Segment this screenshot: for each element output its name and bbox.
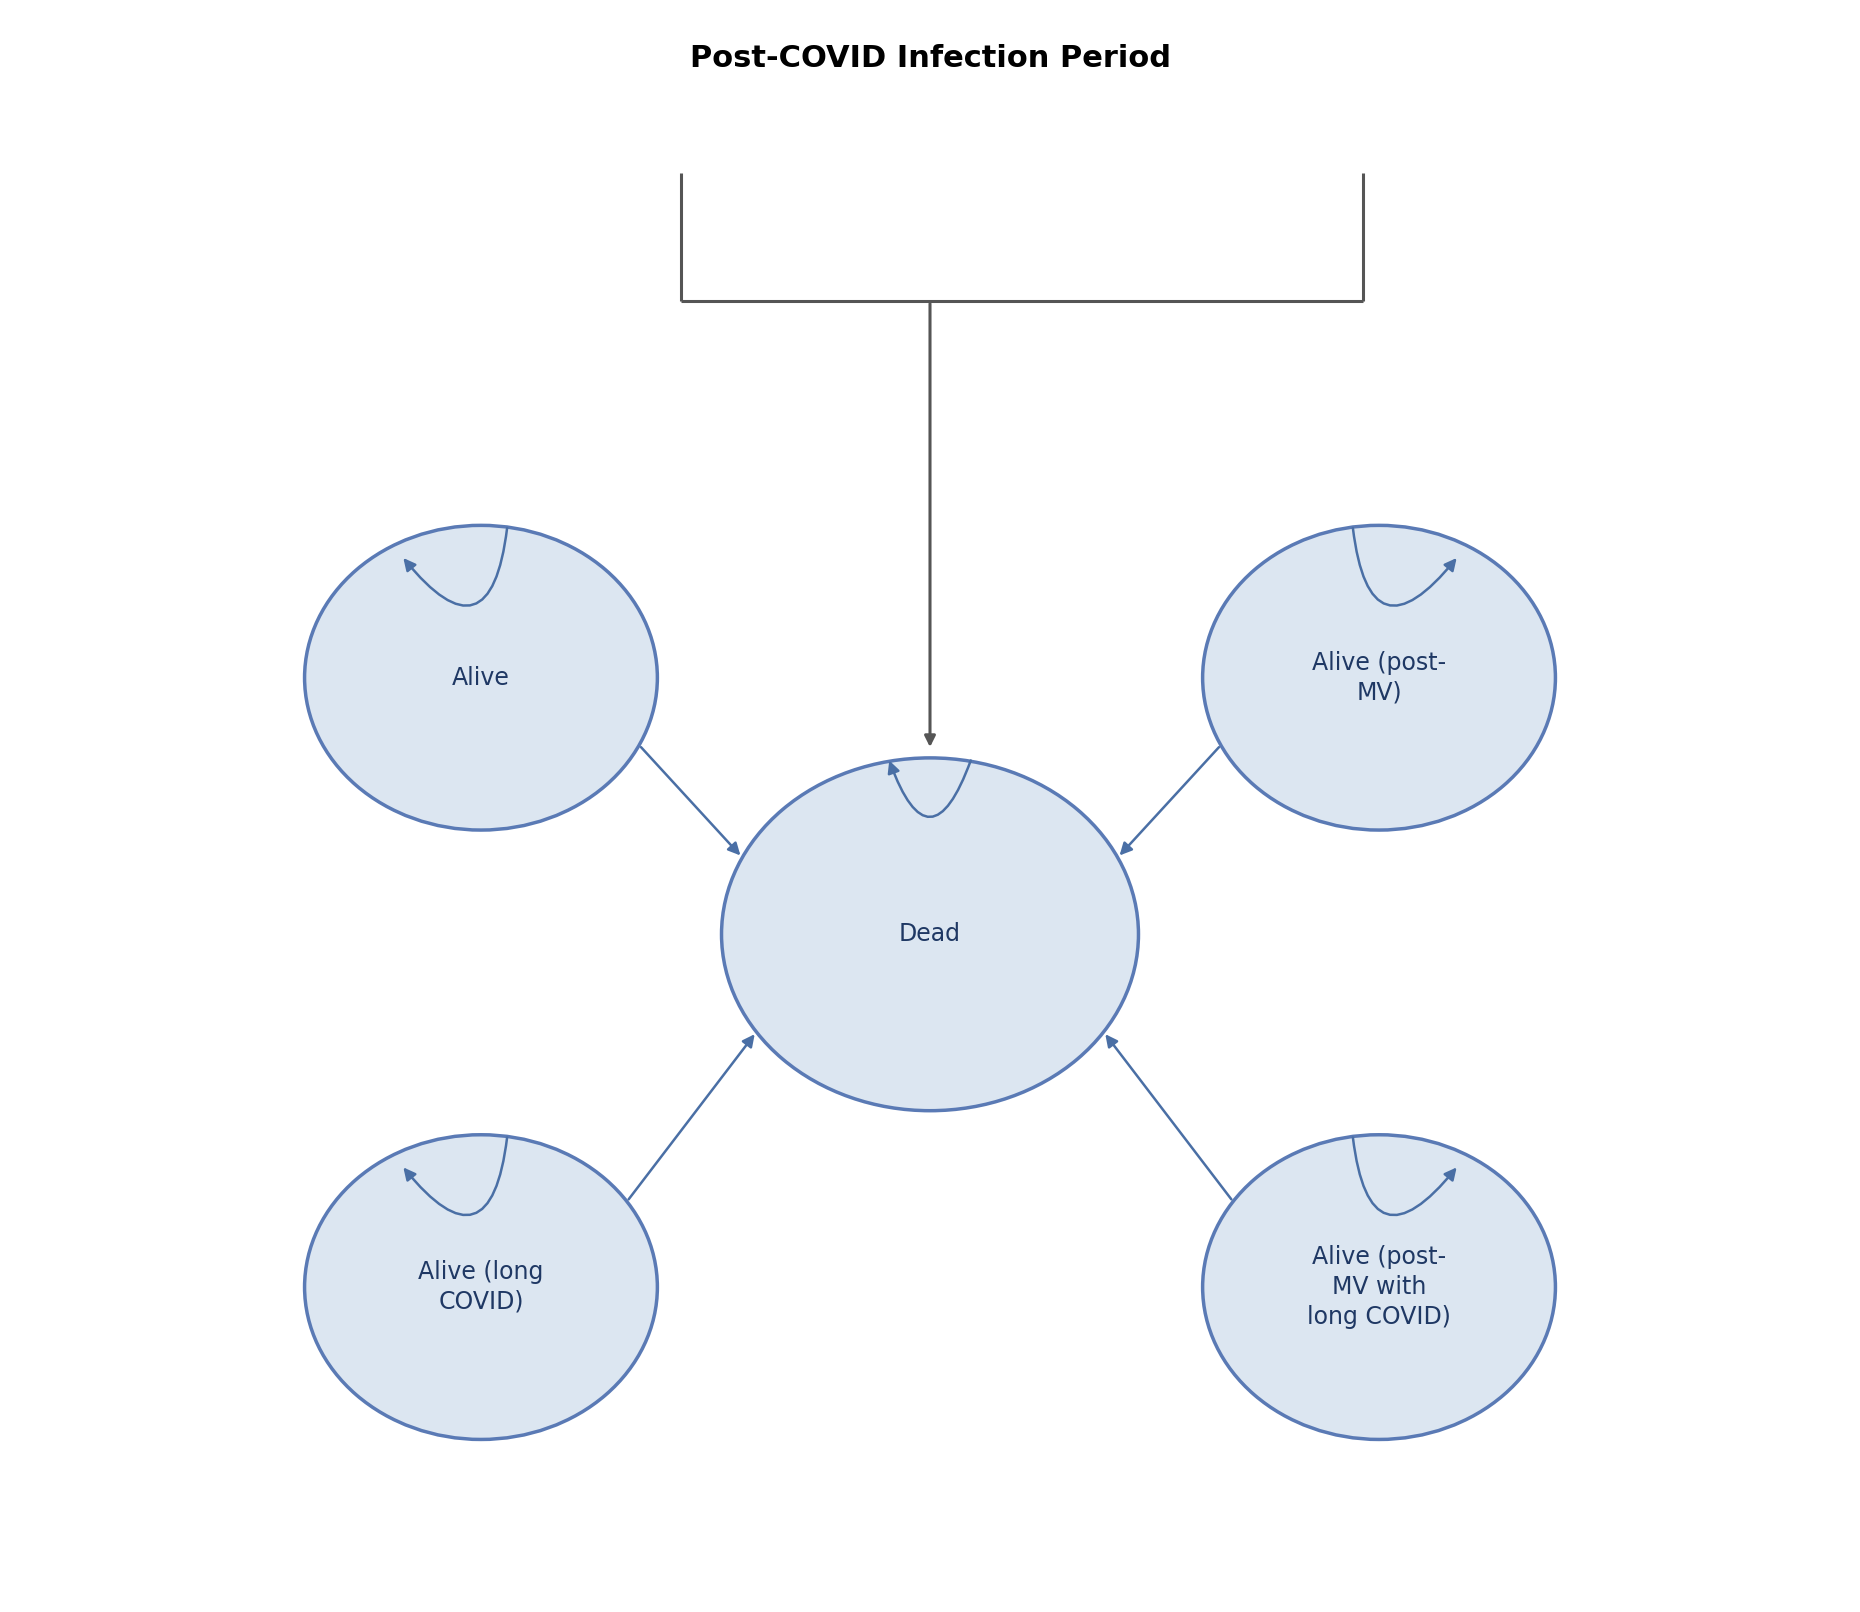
- Ellipse shape: [1203, 1135, 1555, 1440]
- Text: Alive (post-
MV with
long COVID): Alive (post- MV with long COVID): [1308, 1246, 1451, 1328]
- FancyArrowPatch shape: [889, 761, 971, 817]
- Ellipse shape: [305, 1135, 657, 1440]
- FancyArrowPatch shape: [405, 1138, 508, 1215]
- FancyArrowPatch shape: [1122, 748, 1218, 853]
- FancyArrowPatch shape: [642, 748, 738, 853]
- Text: Alive: Alive: [452, 666, 510, 690]
- Ellipse shape: [1203, 526, 1555, 830]
- Text: Dead: Dead: [898, 922, 962, 946]
- FancyArrowPatch shape: [1352, 529, 1455, 606]
- Text: Alive (post-
MV): Alive (post- MV): [1311, 651, 1445, 704]
- Text: Alive (long
COVID): Alive (long COVID): [418, 1261, 543, 1314]
- FancyArrowPatch shape: [629, 1037, 753, 1199]
- Text: Post-COVID Infection Period: Post-COVID Infection Period: [690, 44, 1170, 73]
- Ellipse shape: [305, 526, 657, 830]
- FancyArrowPatch shape: [1352, 1138, 1455, 1215]
- FancyArrowPatch shape: [405, 529, 508, 606]
- FancyArrowPatch shape: [1107, 1037, 1231, 1199]
- Ellipse shape: [722, 758, 1138, 1111]
